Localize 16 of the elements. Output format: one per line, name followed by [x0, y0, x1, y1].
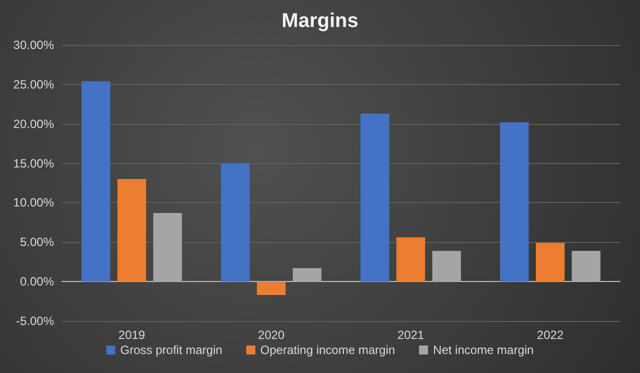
x-tick-label: 2021	[397, 328, 424, 342]
x-tick-label: 2019	[118, 328, 146, 342]
legend-label: Net income margin	[433, 343, 534, 357]
y-tick-label: -5.00%	[16, 314, 54, 328]
y-tick-label: 30.00%	[13, 38, 54, 52]
y-tick-label: 25.00%	[13, 77, 54, 92]
legend-label: Operating income margin	[260, 343, 396, 357]
y-tick-label: 0.00%	[20, 274, 54, 289]
y-tick-label: 15.00%	[13, 156, 54, 170]
y-tick-label: 10.00%	[13, 196, 54, 210]
x-tick-label: 2020	[258, 328, 285, 342]
x-tick-label: 2022	[536, 328, 564, 342]
y-tick-label: 20.00%	[13, 116, 54, 131]
y-tick-label: 5.00%	[20, 235, 54, 250]
chart-title: Margins	[282, 10, 358, 32]
legend-label: Gross profit margin	[120, 343, 222, 357]
